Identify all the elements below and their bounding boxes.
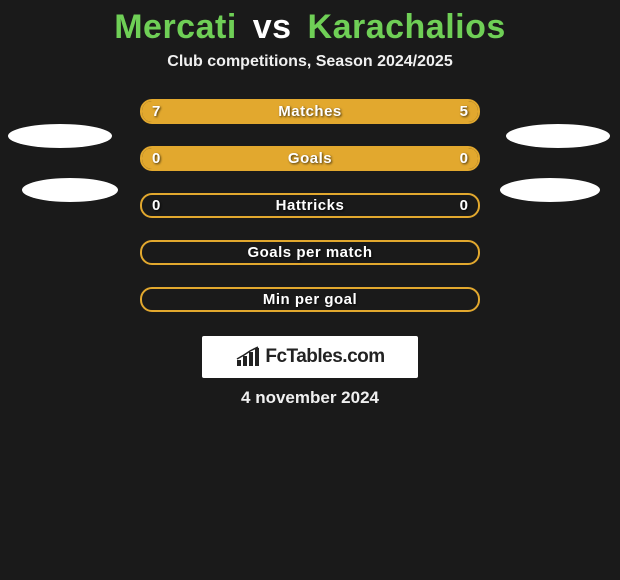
title: Mercati vs Karachalios [0,8,620,47]
decorative-ellipse [8,124,112,148]
stat-label: Hattricks [142,195,478,216]
logo-text: FcTables.com [265,346,384,368]
stat-label: Matches [142,101,478,122]
stat-label: Min per goal [142,289,478,310]
decorative-ellipse [500,178,600,202]
stat-row: 00Hattricks [140,193,480,218]
player2-name: Karachalios [308,8,506,46]
logo-box: FcTables.com [202,336,418,378]
vs-text: vs [253,8,292,46]
date-text: 4 november 2024 [0,388,620,408]
stat-label: Goals per match [142,242,478,263]
subtitle: Club competitions, Season 2024/2025 [0,53,620,71]
stats-list: 75Matches 00Goals 00Hattricks Goals per mat… [140,99,480,312]
stat-row: Min per goal [140,287,480,312]
stats-card: Mercati vs Karachalios Club competitions… [0,0,620,580]
decorative-ellipse [506,124,610,148]
stat-row: 00Goals [140,146,480,171]
player1-name: Mercati [114,8,237,46]
stat-row: Goals per match [140,240,480,265]
stat-row: 75Matches [140,99,480,124]
stat-label: Goals [142,148,478,169]
decorative-ellipse [22,178,118,202]
barchart-icon [235,346,261,368]
